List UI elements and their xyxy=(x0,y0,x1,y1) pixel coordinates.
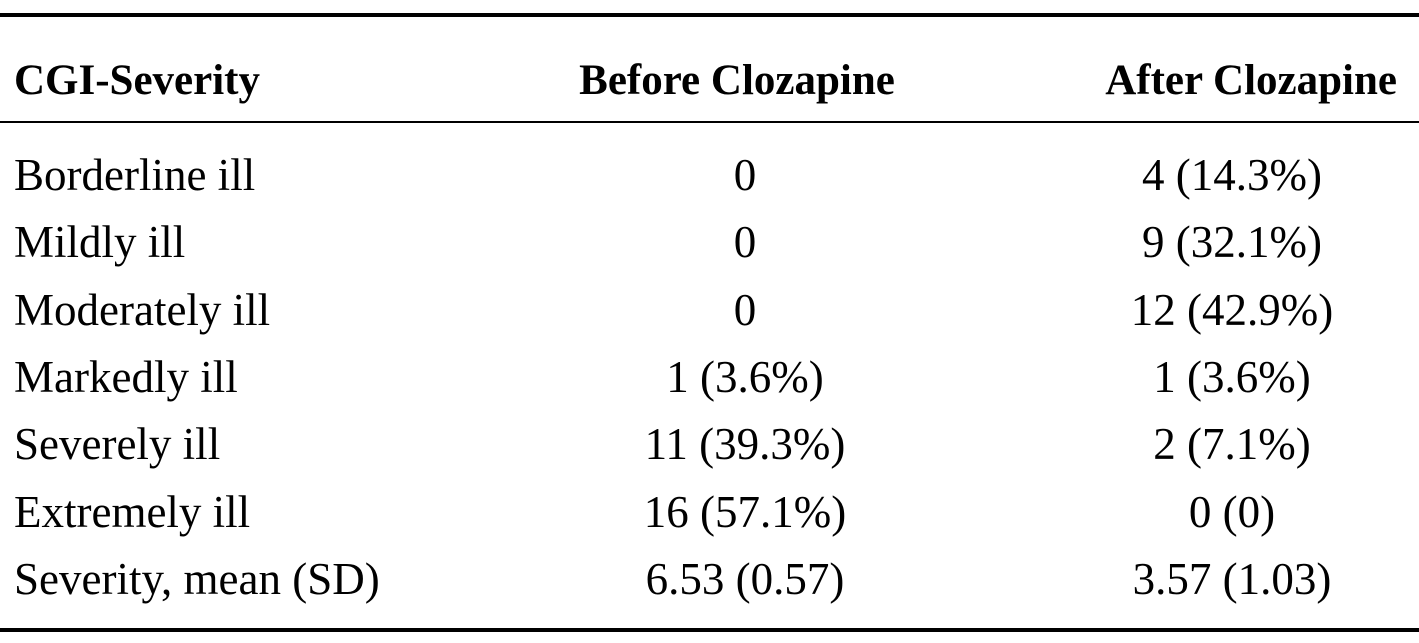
data-cell: 12 (42.9%) xyxy=(1130,284,1334,335)
row-label: Moderately ill xyxy=(14,284,271,335)
row-label: Markedly ill xyxy=(14,351,238,402)
data-cell: 6.53 (0.57) xyxy=(645,553,845,604)
row-label: Severely ill xyxy=(14,419,221,470)
data-cell: 16 (57.1%) xyxy=(643,486,847,537)
header-cell: Before Clozapine xyxy=(579,57,895,104)
data-cell: 0 xyxy=(733,217,757,268)
data-cell: 4 (14.3%) xyxy=(1142,150,1322,200)
header-rule xyxy=(0,121,1419,123)
data-cell: 1 (3.6%) xyxy=(1153,351,1311,402)
data-cell: 0 xyxy=(733,284,757,335)
data-cell: 3.57 (1.03) xyxy=(1132,553,1332,604)
data-cell: 2 (7.1%) xyxy=(1153,419,1311,470)
data-cell: 1 (3.6%) xyxy=(666,351,824,402)
row-label: Mildly ill xyxy=(14,217,186,268)
row-label: Extremely ill xyxy=(14,486,251,537)
row-label: Severity, mean (SD) xyxy=(14,553,380,604)
row-label: Borderline ill xyxy=(14,150,256,200)
data-cell: 11 (39.3%) xyxy=(644,419,846,470)
data-cell: 0 xyxy=(733,150,757,200)
header-cell: After Clozapine xyxy=(1105,57,1397,104)
top-rule xyxy=(0,13,1419,17)
data-cell: 0 (0) xyxy=(1188,486,1276,537)
header-cell: CGI-Severity xyxy=(14,57,260,104)
bottom-rule xyxy=(0,628,1419,632)
data-cell: 9 (32.1%) xyxy=(1142,217,1322,268)
